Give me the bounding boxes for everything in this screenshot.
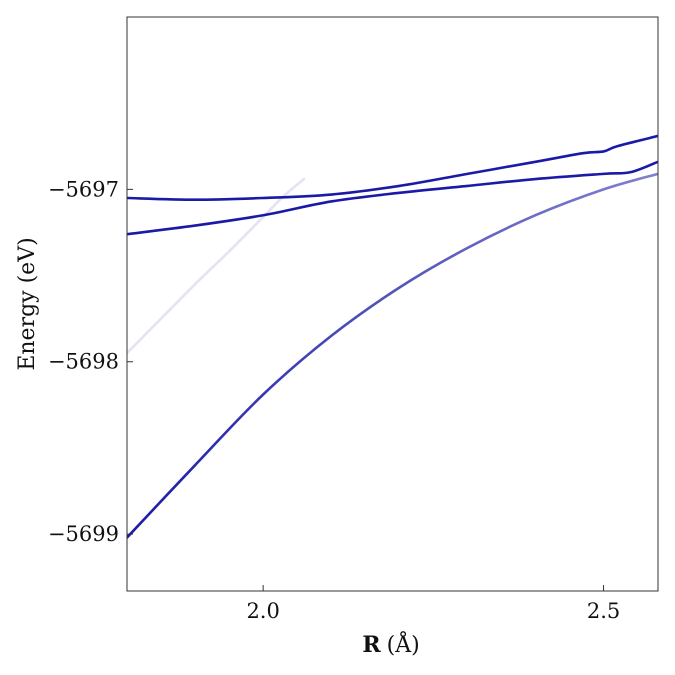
y-tick-label: −5698 [48, 350, 119, 374]
y-tick-label: −5699 [48, 522, 119, 546]
series-line-3 [127, 172, 658, 539]
series-line-4 [127, 177, 306, 355]
x-tick-label: 2.0 [246, 599, 279, 623]
x-axis-label-symbol: R [362, 632, 381, 658]
series-layer [127, 134, 658, 539]
plot-frame [126, 16, 659, 592]
series-line-1 [127, 134, 658, 202]
x-axis-label: R (Å) [362, 630, 419, 658]
y-axis-label: Energy (eV) [15, 237, 40, 370]
x-axis-label-unit: (Å) [387, 630, 420, 658]
y-axis-ticks: −5697 −5698 −5699 [48, 177, 133, 546]
y-tick-label: −5697 [48, 177, 119, 201]
x-axis-ticks: 2.0 2.5 [246, 585, 620, 623]
series-line-2 [127, 160, 658, 236]
x-tick-label: 2.5 [587, 599, 620, 623]
